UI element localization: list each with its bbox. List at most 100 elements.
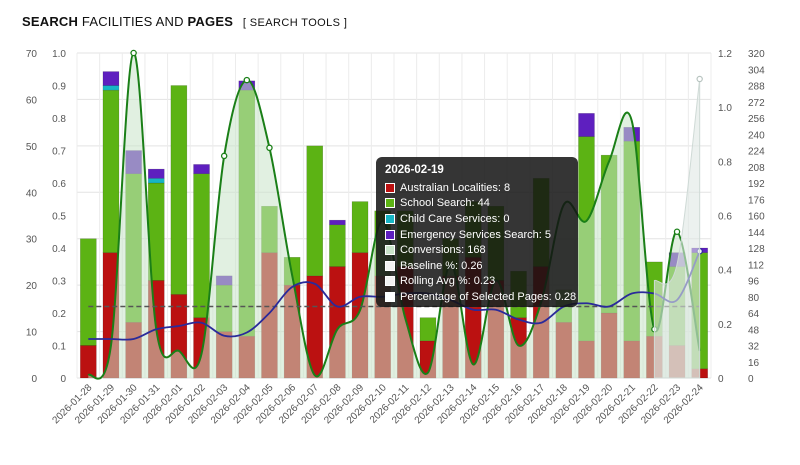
y-left-outer-tick: 60 xyxy=(26,95,38,106)
title-pages: PAGES xyxy=(187,14,234,29)
y-right-outer-tick: 240 xyxy=(748,130,765,141)
tooltip-row: Australian Localities: 8 xyxy=(385,180,569,196)
conversions-point xyxy=(243,76,251,84)
y-right-outer-tick: 208 xyxy=(748,163,765,174)
tooltip-row-label: Percentage of Selected Pages: 0.28 xyxy=(400,290,577,303)
y-right-outer-tick: 320 xyxy=(748,49,765,60)
y-right-outer-tick: 16 xyxy=(748,358,760,369)
tooltip-row: Baseline %: 0.26 xyxy=(385,258,569,274)
y-right-outer-tick: 176 xyxy=(748,195,765,206)
y-right-outer-tick: 64 xyxy=(748,309,760,320)
y-left-inner-tick: 0.9 xyxy=(52,82,66,93)
bar-segment xyxy=(351,201,369,253)
bar-segment xyxy=(306,145,323,277)
tooltip-swatch xyxy=(385,245,395,256)
tooltip-row: Conversions: 168 xyxy=(385,242,569,258)
bar-segment xyxy=(329,219,346,226)
tooltip-row-label: Child Care Services: 0 xyxy=(400,212,510,225)
y-right-inner-tick: 0.6 xyxy=(718,212,732,223)
tooltip-row-label: Emergency Services Search: 5 xyxy=(400,228,552,241)
y-right-outer-tick: 128 xyxy=(748,244,765,255)
bar-segment xyxy=(102,71,120,86)
y-left-inner-tick: 0.1 xyxy=(52,342,66,353)
y-right-outer-tick: 192 xyxy=(748,179,765,190)
y-right-outer-tick: 48 xyxy=(748,325,760,336)
y-left-inner-tick: 0.7 xyxy=(52,147,66,158)
tooltip-row: Rolling Avg %: 0.23 xyxy=(385,274,569,290)
tooltip-row-label: Australian Localities: 8 xyxy=(400,181,511,194)
tooltip-row: School Search: 44 xyxy=(385,196,569,212)
bar-segment xyxy=(193,173,210,318)
bar-segment xyxy=(80,238,97,346)
bar-segment xyxy=(148,178,165,184)
tooltip-row-label: Conversions: 168 xyxy=(400,244,486,257)
conversions-point xyxy=(673,228,681,235)
y-right-inner-tick: 0.4 xyxy=(718,266,732,277)
y-right-outer-tick: 304 xyxy=(748,65,765,76)
y-left-outer-tick: 30 xyxy=(26,235,38,246)
y-right-outer-tick: 160 xyxy=(748,212,765,223)
bar-segment xyxy=(193,164,210,174)
tooltip-row-label: School Search: 44 xyxy=(400,197,490,210)
y-right-outer-tick: 272 xyxy=(748,98,765,109)
tooltip-row: Percentage of Selected Pages: 0.28 xyxy=(385,289,576,305)
conversions-point xyxy=(130,49,137,57)
y-left-outer-tick: 50 xyxy=(26,142,38,153)
y-left-inner-tick: 0.2 xyxy=(52,309,66,320)
bar-segment xyxy=(419,317,437,342)
chart-tooltip: 2026-02-19 Australian Localities: 8 Schoo… xyxy=(376,157,578,307)
tooltip-swatch xyxy=(385,260,395,271)
search-tools-link[interactable]: [ SEARCH TOOLS ] xyxy=(242,17,348,29)
tooltip-swatch xyxy=(385,229,395,240)
y-right-outer-tick: 112 xyxy=(748,260,764,271)
y-right-outer-tick: 144 xyxy=(748,228,765,239)
y-right-inner-tick: 1.0 xyxy=(718,103,732,114)
y-left-inner-tick: 0.8 xyxy=(52,114,66,125)
y-right-outer-tick: 80 xyxy=(748,293,760,304)
bar-segment xyxy=(102,85,120,91)
y-right-outer-tick: 288 xyxy=(748,82,765,93)
tooltip-swatch xyxy=(385,291,395,302)
y-right-inner-tick: 0 xyxy=(718,374,724,385)
y-left-outer-tick: 0 xyxy=(31,374,37,385)
y-right-outer-tick: 96 xyxy=(748,277,760,288)
bar-segment xyxy=(578,113,595,137)
tooltip-rows: Australian Localities: 8 School Search: 4… xyxy=(385,180,576,305)
y-right-outer-tick: 224 xyxy=(748,147,765,158)
y-left-inner-tick: 0.5 xyxy=(52,212,66,223)
y-left-inner-tick: 1.0 xyxy=(52,49,66,60)
y-left-inner-tick: 0.3 xyxy=(52,277,66,288)
bar-segment xyxy=(148,168,165,179)
y-right-inner-tick: 1.2 xyxy=(718,49,732,60)
tooltip-swatch xyxy=(385,276,395,287)
y-left-inner-tick: 0.6 xyxy=(52,179,66,190)
tooltip-date: 2026-02-19 xyxy=(385,164,444,176)
y-left-outer-tick: 10 xyxy=(26,328,38,339)
title-search: SEARCH xyxy=(22,14,79,29)
y-right-inner-tick: 0.8 xyxy=(718,157,732,168)
y-left-outer-tick: 20 xyxy=(26,281,38,292)
tooltip-row-label: Baseline %: 0.26 xyxy=(400,259,483,272)
tooltip-swatch xyxy=(385,198,395,209)
y-left-inner-tick: 0.4 xyxy=(52,244,66,255)
selected-pages-area xyxy=(653,78,701,379)
conversions-point xyxy=(220,152,228,160)
tooltip-row-label: Rolling Avg %: 0.23 xyxy=(400,275,496,288)
y-right-outer-tick: 256 xyxy=(748,114,765,125)
bar-segment xyxy=(170,85,188,295)
bar-segment xyxy=(80,345,97,379)
conversions-point xyxy=(266,144,273,152)
bar-segment xyxy=(329,224,346,267)
y-left-outer-tick: 40 xyxy=(26,188,38,199)
chart-title: SEARCH FACILITIES AND PAGES [ SEARCH TOO… xyxy=(22,14,347,29)
tooltip-swatch xyxy=(385,213,395,224)
y-left-inner-tick: 0 xyxy=(60,374,66,385)
selected-pages-point xyxy=(696,75,703,83)
bar-segment xyxy=(102,89,120,253)
y-left-outer-tick: 70 xyxy=(26,49,38,60)
title-middle: FACILITIES AND xyxy=(78,14,188,29)
tooltip-row: Emergency Services Search: 5 xyxy=(385,227,569,243)
tooltip-row: Child Care Services: 0 xyxy=(385,211,569,227)
y-right-outer-tick: 0 xyxy=(748,374,754,385)
y-right-outer-tick: 32 xyxy=(748,342,760,353)
